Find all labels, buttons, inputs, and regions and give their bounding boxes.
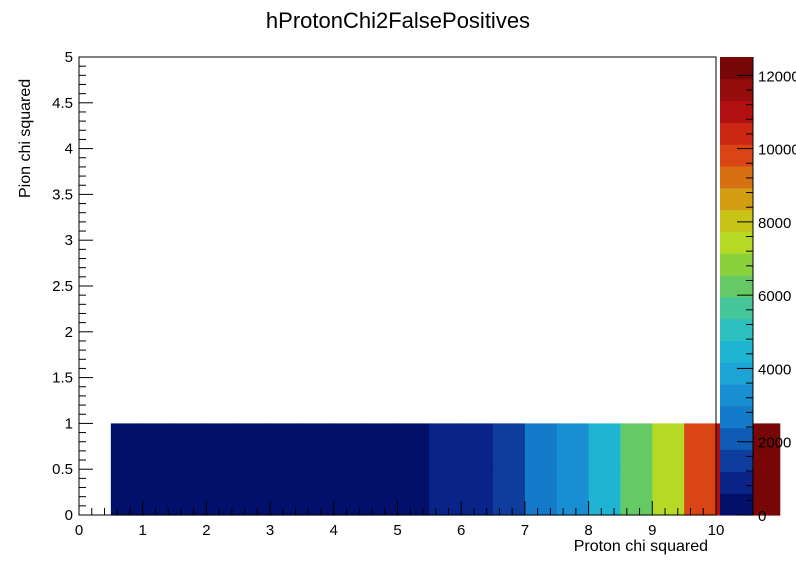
- heatmap-cell: [429, 469, 462, 516]
- y-axis-label: Pion chi squared: [17, 79, 34, 198]
- y-tick-label: 2: [65, 324, 73, 341]
- y-tick-label: 4.5: [52, 95, 73, 112]
- y-tick-label: 1.5: [52, 370, 73, 387]
- heatmap-cell: [238, 423, 271, 470]
- y-tick-label: 1: [65, 415, 73, 432]
- x-tick-label: 3: [266, 522, 274, 539]
- heatmap-cell: [461, 469, 494, 516]
- heatmap-cell: [684, 469, 717, 516]
- heatmap-cell: [461, 423, 494, 470]
- color-scale-band: [720, 493, 753, 516]
- color-scale-band: [720, 144, 753, 167]
- heatmap-cell: [270, 423, 303, 470]
- heatmap-cell: [524, 469, 558, 516]
- axes: 0 1 2 3 4 5 6 7 8 9 10 0 0.5 1 1.5 2 2.5 3 3.5 4 4.5 5: [52, 49, 724, 539]
- heatmap-cell: [206, 469, 239, 516]
- heatmap-cell: [556, 469, 590, 516]
- heatmap-cell: [588, 469, 622, 516]
- heatmap-cell: [365, 423, 399, 470]
- x-tick-label: 7: [521, 522, 529, 539]
- heatmap-cell: [206, 423, 239, 470]
- color-scale-band: [720, 405, 753, 429]
- z-tick-label: 4000: [758, 361, 791, 378]
- z-tick-label: 6000: [758, 288, 791, 305]
- heatmap-cell: [556, 423, 590, 470]
- heatmap-cell: [174, 469, 207, 516]
- y-tick-label: 4: [65, 141, 73, 158]
- x-tick-label: 8: [584, 522, 592, 539]
- color-scale-band: [720, 166, 753, 189]
- color-scale-band: [720, 427, 753, 451]
- heatmap-cell: [333, 469, 367, 516]
- z-tick-label: 12000: [758, 68, 796, 85]
- heatmap-cell: [652, 423, 685, 470]
- color-scale-band: [720, 253, 753, 276]
- heatmap-cell: [110, 423, 144, 470]
- heatmap-cell: [397, 469, 430, 516]
- heatmap-cell: [142, 423, 176, 470]
- heatmap-cell: [174, 423, 207, 470]
- y-tick-label: 0.5: [52, 461, 73, 478]
- x-tick-label: 10: [708, 522, 725, 539]
- x-tick-label: 1: [139, 522, 147, 539]
- y-tick-label: 0: [65, 507, 73, 524]
- z-tick-label: 2000: [758, 435, 791, 452]
- heatmap-cell: [301, 469, 335, 516]
- heatmap-cell: [142, 469, 176, 516]
- color-scale-band: [720, 209, 753, 232]
- heatmap-cells: [110, 423, 781, 516]
- heatmap-cell: [397, 423, 430, 470]
- heatmap-cell: [333, 423, 367, 470]
- color-scale-band: [720, 78, 753, 102]
- y-tick-label: 3: [65, 232, 73, 249]
- color-scale-band: [720, 122, 753, 145]
- heatmap-cell: [588, 423, 622, 470]
- color-scale-band: [720, 471, 753, 494]
- heatmap-cell: [301, 423, 335, 470]
- color-scale-band: [720, 57, 753, 80]
- color-scale: 0 2000 4000 6000 8000 10000 12000: [720, 57, 796, 525]
- x-tick-label: 9: [648, 522, 656, 539]
- heatmap-cell: [493, 469, 526, 516]
- color-scale-band: [720, 187, 753, 211]
- z-tick-label: 10000: [758, 142, 796, 159]
- chart-title: hProtonChi2FalsePositives: [266, 8, 530, 33]
- color-scale-band: [720, 318, 753, 342]
- x-tick-label: 0: [75, 522, 83, 539]
- color-scale-band: [720, 384, 753, 407]
- heatmap-cell: [684, 423, 717, 470]
- color-scale-band: [720, 275, 753, 298]
- x-tick-label: 5: [393, 522, 401, 539]
- color-scale-band: [720, 231, 753, 254]
- y-tick-label: 5: [65, 49, 73, 66]
- heatmap-cell: [365, 469, 399, 516]
- heatmap-cell: [620, 423, 653, 470]
- x-tick-label: 6: [457, 522, 465, 539]
- heatmap-cell: [493, 423, 526, 470]
- x-tick-label: 4: [330, 522, 338, 539]
- heatmap-cell: [110, 469, 144, 516]
- y-tick-label: 3.5: [52, 186, 73, 203]
- heatmap-cell: [429, 423, 462, 470]
- heatmap-cell: [270, 469, 303, 516]
- color-scale-band: [720, 100, 753, 123]
- heatmap-cell: [620, 469, 653, 516]
- color-scale-band: [720, 362, 753, 385]
- x-tick-label: 2: [202, 522, 210, 539]
- x-axis-label: Proton chi squared: [574, 538, 708, 555]
- heatmap-cell: [238, 469, 271, 516]
- z-tick-label: 0: [758, 508, 766, 525]
- heatmap-cell: [652, 469, 685, 516]
- color-scale-band: [720, 340, 753, 363]
- color-scale-band: [720, 296, 753, 320]
- y-tick-label: 2.5: [52, 278, 73, 295]
- heatmap-cell: [524, 423, 558, 470]
- color-scale-band: [720, 449, 753, 472]
- z-tick-label: 8000: [758, 215, 791, 232]
